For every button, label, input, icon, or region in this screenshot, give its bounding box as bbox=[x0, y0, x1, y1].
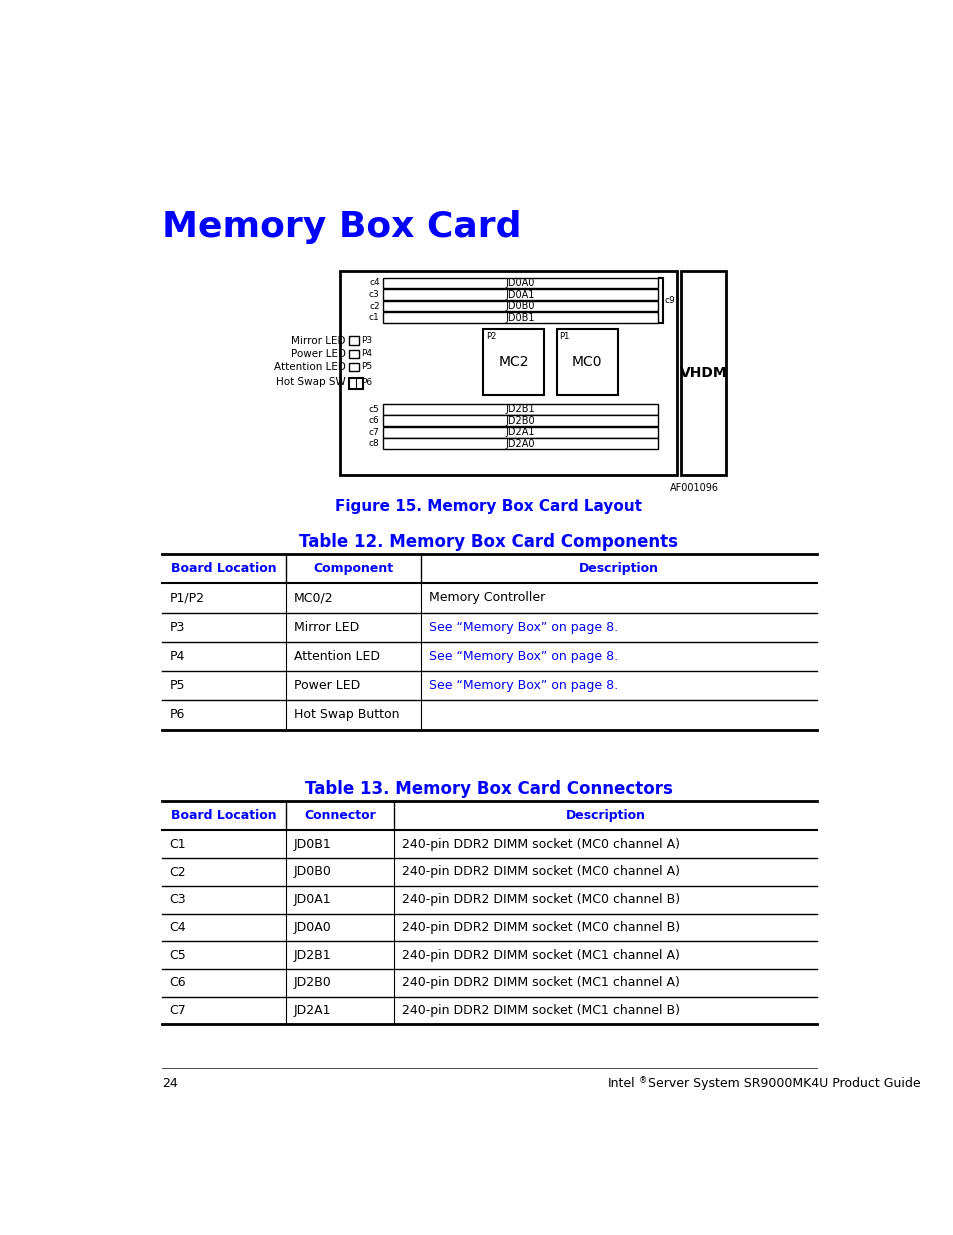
Text: MC0/2: MC0/2 bbox=[294, 592, 333, 604]
Text: P6: P6 bbox=[170, 709, 185, 721]
Text: MC2: MC2 bbox=[498, 354, 528, 369]
Bar bbox=[382, 404, 658, 415]
Text: c6: c6 bbox=[369, 416, 379, 425]
Bar bbox=[382, 312, 658, 324]
Text: Board Location: Board Location bbox=[171, 809, 276, 823]
Text: 240-pin DDR2 DIMM socket (MC1 channel A): 240-pin DDR2 DIMM socket (MC1 channel A) bbox=[402, 948, 679, 962]
Text: c2: c2 bbox=[369, 301, 379, 310]
Text: JD0B1: JD0B1 bbox=[505, 312, 535, 322]
Text: JD0A0: JD0A0 bbox=[294, 921, 331, 934]
Text: Component: Component bbox=[314, 562, 394, 576]
Text: MC0: MC0 bbox=[572, 354, 602, 369]
Text: 240-pin DDR2 DIMM socket (MC0 channel B): 240-pin DDR2 DIMM socket (MC0 channel B) bbox=[402, 921, 679, 934]
Text: P1: P1 bbox=[558, 332, 569, 341]
Text: JD2B0: JD2B0 bbox=[505, 416, 535, 426]
Text: c5: c5 bbox=[369, 405, 379, 414]
Bar bbox=[348, 363, 358, 370]
Text: Figure 15. Memory Box Card Layout: Figure 15. Memory Box Card Layout bbox=[335, 499, 641, 514]
Text: Description: Description bbox=[578, 562, 659, 576]
Text: JD2B1: JD2B1 bbox=[294, 948, 331, 962]
Text: Table 13. Memory Box Card Connectors: Table 13. Memory Box Card Connectors bbox=[305, 779, 672, 798]
Text: c1: c1 bbox=[369, 314, 379, 322]
Bar bbox=[382, 289, 658, 300]
Text: C2: C2 bbox=[170, 866, 186, 878]
Text: c9: c9 bbox=[664, 295, 675, 305]
Bar bbox=[348, 378, 358, 387]
Text: JD0B0: JD0B0 bbox=[294, 866, 331, 878]
Text: P5: P5 bbox=[360, 362, 372, 372]
Text: Intel: Intel bbox=[607, 1077, 635, 1091]
Text: JD2B0: JD2B0 bbox=[294, 977, 331, 989]
Text: P3: P3 bbox=[170, 621, 185, 634]
Text: See “Memory Box” on page 8.: See “Memory Box” on page 8. bbox=[429, 679, 618, 692]
Text: 240-pin DDR2 DIMM socket (MC0 channel B): 240-pin DDR2 DIMM socket (MC0 channel B) bbox=[402, 893, 679, 906]
Text: JD0B0: JD0B0 bbox=[505, 301, 535, 311]
Text: Attention LED: Attention LED bbox=[294, 650, 379, 663]
Text: JD0A1: JD0A1 bbox=[294, 893, 331, 906]
Text: C5: C5 bbox=[170, 948, 186, 962]
Text: VHDM: VHDM bbox=[679, 367, 726, 380]
Text: 240-pin DDR2 DIMM socket (MC1 channel B): 240-pin DDR2 DIMM socket (MC1 channel B) bbox=[402, 1004, 679, 1018]
Bar bbox=[382, 415, 658, 426]
Text: Mirror LED: Mirror LED bbox=[294, 621, 358, 634]
Text: See “Memory Box” on page 8.: See “Memory Box” on page 8. bbox=[429, 621, 618, 634]
Text: P4: P4 bbox=[360, 350, 372, 358]
Text: C6: C6 bbox=[170, 977, 186, 989]
Text: JD2A1: JD2A1 bbox=[294, 1004, 331, 1018]
Text: JD2A0: JD2A0 bbox=[505, 438, 535, 448]
Text: P3: P3 bbox=[360, 336, 372, 346]
Text: P6: P6 bbox=[360, 378, 372, 387]
Text: See “Memory Box” on page 8.: See “Memory Box” on page 8. bbox=[429, 650, 618, 663]
Text: P1/P2: P1/P2 bbox=[170, 592, 204, 604]
Bar bbox=[483, 330, 543, 395]
Text: Mirror LED: Mirror LED bbox=[291, 336, 345, 346]
Text: P4: P4 bbox=[170, 650, 185, 663]
Text: JD0A1: JD0A1 bbox=[505, 289, 535, 300]
Text: Memory Box Card: Memory Box Card bbox=[162, 210, 521, 243]
Text: Memory Controller: Memory Controller bbox=[429, 592, 545, 604]
Text: 240-pin DDR2 DIMM socket (MC0 channel A): 240-pin DDR2 DIMM socket (MC0 channel A) bbox=[402, 837, 679, 851]
Text: Connector: Connector bbox=[304, 809, 375, 823]
Bar bbox=[382, 300, 658, 311]
Text: 240-pin DDR2 DIMM socket (MC0 channel A): 240-pin DDR2 DIMM socket (MC0 channel A) bbox=[402, 866, 679, 878]
Text: Server System SR9000MK4U Product Guide: Server System SR9000MK4U Product Guide bbox=[643, 1077, 920, 1091]
Text: Power LED: Power LED bbox=[294, 679, 359, 692]
Text: Power LED: Power LED bbox=[291, 348, 345, 359]
Text: Description: Description bbox=[565, 809, 645, 823]
Text: Hot Swap SW: Hot Swap SW bbox=[275, 377, 345, 388]
Text: 240-pin DDR2 DIMM socket (MC1 channel A): 240-pin DDR2 DIMM socket (MC1 channel A) bbox=[402, 977, 679, 989]
Text: c3: c3 bbox=[369, 290, 379, 299]
Text: C7: C7 bbox=[170, 1004, 186, 1018]
Text: c7: c7 bbox=[369, 427, 379, 437]
Text: AF001096: AF001096 bbox=[669, 483, 718, 493]
Text: 24: 24 bbox=[162, 1077, 177, 1091]
Bar bbox=[382, 427, 658, 437]
Text: JD2A1: JD2A1 bbox=[505, 427, 535, 437]
Text: c4: c4 bbox=[369, 278, 379, 288]
Text: C1: C1 bbox=[170, 837, 186, 851]
Bar bbox=[382, 278, 658, 288]
Text: Hot Swap Button: Hot Swap Button bbox=[294, 709, 398, 721]
Text: JD0B1: JD0B1 bbox=[294, 837, 331, 851]
Text: C3: C3 bbox=[170, 893, 186, 906]
Bar bbox=[348, 350, 358, 358]
Text: P5: P5 bbox=[170, 679, 185, 692]
Text: Board Location: Board Location bbox=[171, 562, 276, 576]
Text: Table 12. Memory Box Card Components: Table 12. Memory Box Card Components bbox=[299, 534, 678, 551]
Bar bbox=[557, 330, 617, 395]
Text: P2: P2 bbox=[485, 332, 496, 341]
Bar bbox=[680, 272, 725, 475]
Text: c8: c8 bbox=[369, 440, 379, 448]
Text: JD0A0: JD0A0 bbox=[505, 278, 535, 288]
Text: C4: C4 bbox=[170, 921, 186, 934]
Text: Attention LED: Attention LED bbox=[274, 362, 345, 372]
Text: JD2B1: JD2B1 bbox=[505, 404, 535, 414]
Bar bbox=[348, 336, 358, 345]
Bar bbox=[382, 438, 658, 450]
Bar bbox=[348, 378, 362, 389]
Bar bbox=[340, 272, 677, 475]
Text: ®: ® bbox=[639, 1076, 647, 1086]
